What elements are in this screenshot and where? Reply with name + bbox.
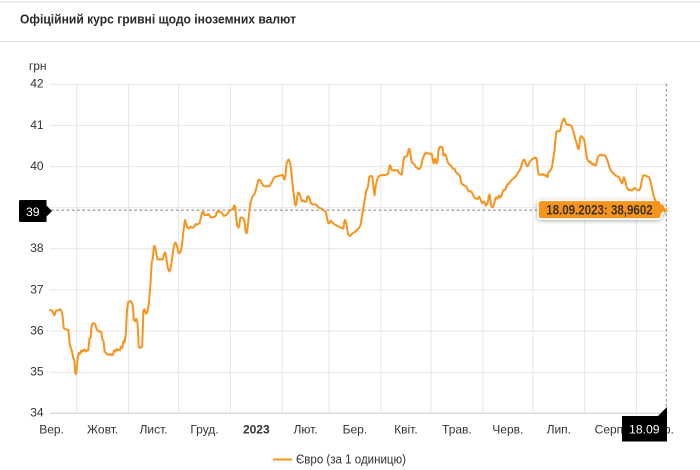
svg-text:41: 41 — [30, 118, 44, 132]
svg-text:грн: грн — [29, 59, 47, 73]
svg-text:Лист.: Лист. — [140, 423, 168, 437]
svg-text:Вер.: Вер. — [39, 423, 64, 437]
svg-text:36: 36 — [30, 323, 44, 337]
svg-text:42: 42 — [30, 77, 44, 91]
svg-text:Бер.: Бер. — [343, 423, 368, 437]
svg-text:38: 38 — [30, 241, 44, 255]
svg-text:35: 35 — [30, 365, 44, 379]
svg-text:Серп.: Серп. — [595, 423, 627, 437]
svg-text:Офіційний курс гривні щодо іно: Офіційний курс гривні щодо іноземних вал… — [20, 12, 296, 27]
svg-text:40: 40 — [30, 159, 44, 173]
svg-text:Лип.: Лип. — [547, 423, 571, 437]
svg-text:Лют.: Лют. — [294, 423, 318, 437]
svg-text:18.09.2023: 38,9602: 18.09.2023: 38,9602 — [546, 202, 653, 217]
svg-text:Квіт.: Квіт. — [394, 423, 418, 437]
svg-text:37: 37 — [30, 282, 44, 296]
svg-text:Трав.: Трав. — [442, 423, 472, 437]
svg-text:39: 39 — [26, 205, 40, 219]
svg-text:18.09: 18.09 — [629, 423, 660, 437]
svg-text:Груд.: Груд. — [190, 423, 218, 437]
svg-text:Жовт.: Жовт. — [87, 423, 118, 437]
svg-text:Євро (за 1 одиницю): Євро (за 1 одиницю) — [296, 453, 406, 467]
svg-text:34: 34 — [30, 406, 44, 420]
svg-text:2023: 2023 — [243, 423, 270, 437]
svg-text:Черв.: Черв. — [492, 423, 523, 437]
